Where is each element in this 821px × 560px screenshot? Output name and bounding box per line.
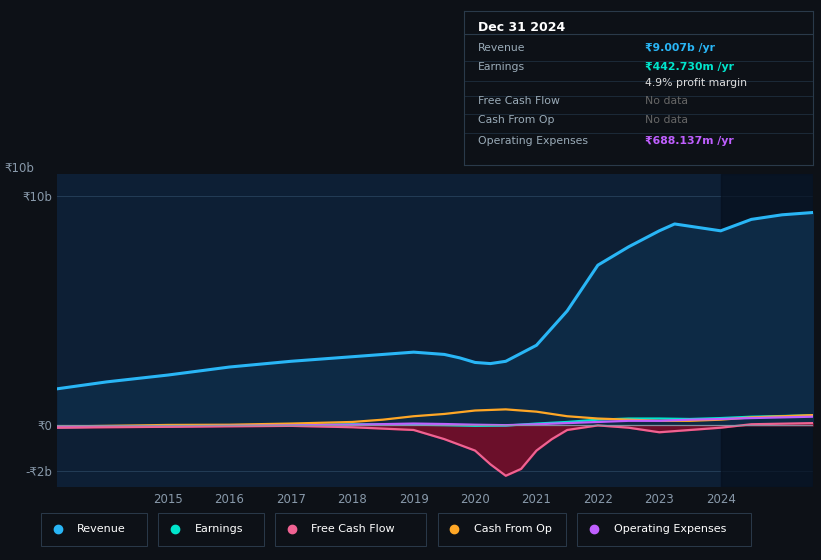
- Text: Free Cash Flow: Free Cash Flow: [478, 96, 560, 106]
- Text: ₹9.007b /yr: ₹9.007b /yr: [645, 43, 715, 53]
- Bar: [721, 174, 813, 487]
- Text: Dec 31 2024: Dec 31 2024: [478, 21, 565, 34]
- Text: Cash From Op: Cash From Op: [478, 115, 554, 125]
- Text: Cash From Op: Cash From Op: [474, 524, 552, 534]
- Text: ₹442.730m /yr: ₹442.730m /yr: [645, 62, 734, 72]
- Text: Operating Expenses: Operating Expenses: [613, 524, 726, 534]
- Text: Operating Expenses: Operating Expenses: [478, 136, 588, 146]
- Text: Free Cash Flow: Free Cash Flow: [311, 524, 395, 534]
- Text: Revenue: Revenue: [478, 43, 525, 53]
- Text: Earnings: Earnings: [478, 62, 525, 72]
- Text: 4.9% profit margin: 4.9% profit margin: [645, 78, 747, 88]
- Text: Earnings: Earnings: [195, 524, 243, 534]
- Text: No data: No data: [645, 96, 688, 106]
- Text: No data: No data: [645, 115, 688, 125]
- Text: ₹10b: ₹10b: [4, 161, 34, 175]
- Text: Revenue: Revenue: [77, 524, 126, 534]
- Text: ₹688.137m /yr: ₹688.137m /yr: [645, 136, 734, 146]
